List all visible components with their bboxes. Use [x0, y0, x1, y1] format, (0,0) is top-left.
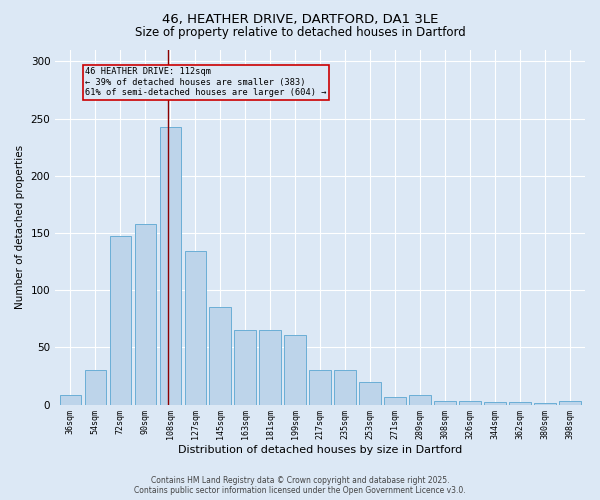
Bar: [185, 252, 206, 404]
Text: 46 HEATHER DRIVE: 112sqm
← 39% of detached houses are smaller (383)
61% of semi-: 46 HEATHER DRIVE: 112sqm ← 39% of detach…: [85, 67, 326, 97]
Bar: [235, 330, 256, 404]
Bar: [310, 370, 331, 404]
Bar: [259, 330, 281, 404]
Bar: [160, 126, 181, 404]
Bar: [85, 370, 106, 404]
Bar: [484, 402, 506, 404]
Bar: [509, 402, 530, 404]
Bar: [110, 236, 131, 404]
Bar: [434, 401, 455, 404]
Bar: [209, 308, 231, 404]
Bar: [460, 401, 481, 404]
Bar: [334, 370, 356, 404]
Bar: [284, 335, 306, 404]
Y-axis label: Number of detached properties: Number of detached properties: [15, 145, 25, 310]
Bar: [359, 382, 380, 404]
Bar: [59, 396, 81, 404]
Bar: [134, 224, 156, 404]
Bar: [559, 401, 581, 404]
X-axis label: Distribution of detached houses by size in Dartford: Distribution of detached houses by size …: [178, 445, 462, 455]
Bar: [385, 396, 406, 404]
Text: Contains HM Land Registry data © Crown copyright and database right 2025.
Contai: Contains HM Land Registry data © Crown c…: [134, 476, 466, 495]
Bar: [409, 396, 431, 404]
Text: 46, HEATHER DRIVE, DARTFORD, DA1 3LE: 46, HEATHER DRIVE, DARTFORD, DA1 3LE: [162, 12, 438, 26]
Text: Size of property relative to detached houses in Dartford: Size of property relative to detached ho…: [134, 26, 466, 39]
